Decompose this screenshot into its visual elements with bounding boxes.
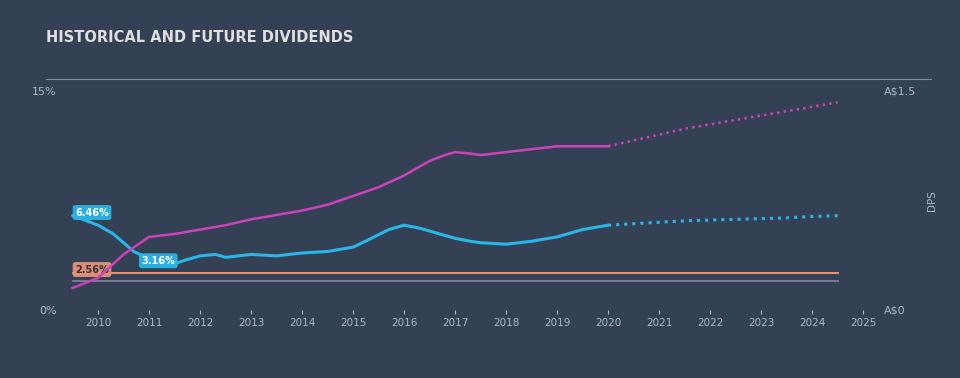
Text: 6.46%: 6.46% xyxy=(75,208,108,218)
Text: HISTORICAL AND FUTURE DIVIDENDS: HISTORICAL AND FUTURE DIVIDENDS xyxy=(46,30,353,45)
Text: 3.16%: 3.16% xyxy=(141,256,175,266)
Text: 2.56%: 2.56% xyxy=(75,265,108,274)
Y-axis label: DPS: DPS xyxy=(927,190,937,211)
